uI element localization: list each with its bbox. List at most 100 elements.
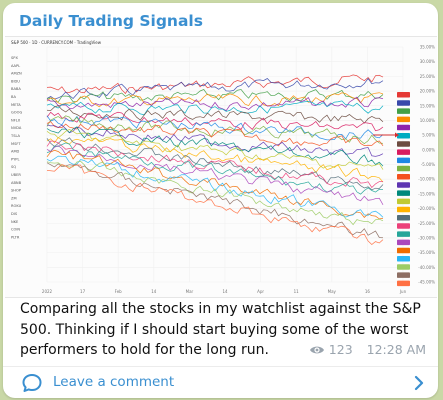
divider [3,366,438,367]
series-badge [397,223,410,229]
eye-icon [309,346,324,353]
series-badge [397,231,410,237]
series-badge [397,206,410,213]
legend-entry: NFLX [11,118,21,122]
y-tick-label: -25.00% [418,221,435,226]
series-badge [397,157,410,164]
series-badge [397,215,410,221]
message-card[interactable]: Daily Trading Signals 35.00% 30.00% 25.00%… [3,3,438,398]
y-tick-label: 15.00% [420,103,435,108]
x-tick-label: Jun [399,289,407,294]
legend-entry: ROKU [11,204,22,208]
series-badge [397,272,410,278]
series-line [46,121,384,147]
series-badge [397,256,410,262]
y-tick-label: 25.00% [420,74,435,79]
series-line [46,126,384,167]
series-line [46,155,384,218]
y-tick-label: -15.00% [418,191,435,196]
series-line [46,77,384,100]
y-tick-label: -45.00% [418,280,435,285]
legend-entry: PYPL [11,157,19,161]
series-line [46,115,384,145]
series-line [46,137,384,183]
series-line [46,142,384,195]
series-badge [397,149,410,155]
series-badge [397,239,410,246]
y-tick-label: -40.00% [418,265,435,270]
series-badge [397,247,410,254]
x-tick-label: 16 [365,289,371,294]
x-tick-label: May [328,289,337,294]
y-tick-label: -10.00% [418,177,435,182]
series-line [46,162,384,239]
chart-image[interactable]: 35.00% 30.00% 25.00% 20.00% 15.00% 10.00% 5.00… [5,36,437,298]
x-tick-label: Mar [186,289,194,294]
legend-entry: META [11,103,21,107]
x-tick-label: 2022 [42,289,53,294]
legend-entry: ABNB [11,181,22,185]
legend-entry: NKE [11,220,19,224]
legend-entry: SHOP [11,189,22,193]
series-badge [397,280,410,287]
series-line [46,124,384,157]
series-line [46,89,384,103]
x-tick-label: 17 [80,289,86,294]
x-tick-label: 11 [294,289,300,294]
legend-entry: AMZN [11,72,22,76]
y-tick-label: 35.00% [420,45,435,50]
y-tick-label: -30.00% [418,235,435,240]
series-badge [397,116,410,123]
y-tick-label: 20.00% [420,89,435,94]
legend-entry: TSLA [10,134,21,138]
legend-entry: BIDU [11,79,20,83]
arrow-head [395,132,399,138]
chevron-right-icon [414,375,424,391]
series-badge [397,141,410,147]
chat-bubble-icon [22,374,42,392]
y-tick-label: 10.00% [420,118,435,123]
y-tick-label: -35.00% [418,250,435,255]
series-line [46,100,384,116]
legend-entry: UBER [11,173,21,177]
x-tick-label: 14 [151,289,157,294]
chart-title: S&P 500 · 1D · CURRENCY.COM · TradingVie… [11,40,102,45]
series-line [46,115,384,141]
legend-entry: DIS [11,212,18,216]
series-badge [397,264,410,270]
x-tick-label: 14 [222,289,228,294]
channel-name[interactable]: Daily Trading Signals [19,12,203,30]
legend-entry: GOOG [11,111,22,115]
chart-canvas: 35.00% 30.00% 25.00% 20.00% 15.00% 10.00% 5.00… [10,40,435,294]
y-tick-label: -20.00% [418,206,435,211]
leave-comment-label: Leave a comment [53,374,175,390]
series-badge [397,165,410,172]
leave-comment-button[interactable]: Leave a comment [3,367,438,398]
legend-entry: SQ [11,165,16,169]
legend-entry: MSFT [11,142,21,146]
series-badge [397,190,410,196]
y-tick-label: 30.00% [420,59,435,64]
y-tick-label: 5.00% [422,133,435,138]
legend-entry: AAPL [11,64,20,68]
series-badge [397,124,410,131]
series-line [46,92,384,108]
series-line [46,145,384,205]
series-badge [397,182,410,188]
legend-entry: AMD [11,150,20,154]
series-badge [397,198,410,205]
y-tick-label: 0.00% [422,147,435,152]
series-line [46,137,384,191]
series-line [46,160,384,226]
series-badge [397,100,410,106]
message-meta: 123 12:28 AM [309,342,426,357]
series-line [46,105,384,124]
legend-entry: SPX [11,56,18,60]
series-line [46,96,384,112]
legend-entry: COIN [11,228,20,232]
series-badge [397,133,410,139]
series-line [46,140,384,189]
x-tick-label: Feb [115,289,123,294]
legend-entry: BA [11,95,16,99]
legend-entry: NVDA [11,126,22,130]
